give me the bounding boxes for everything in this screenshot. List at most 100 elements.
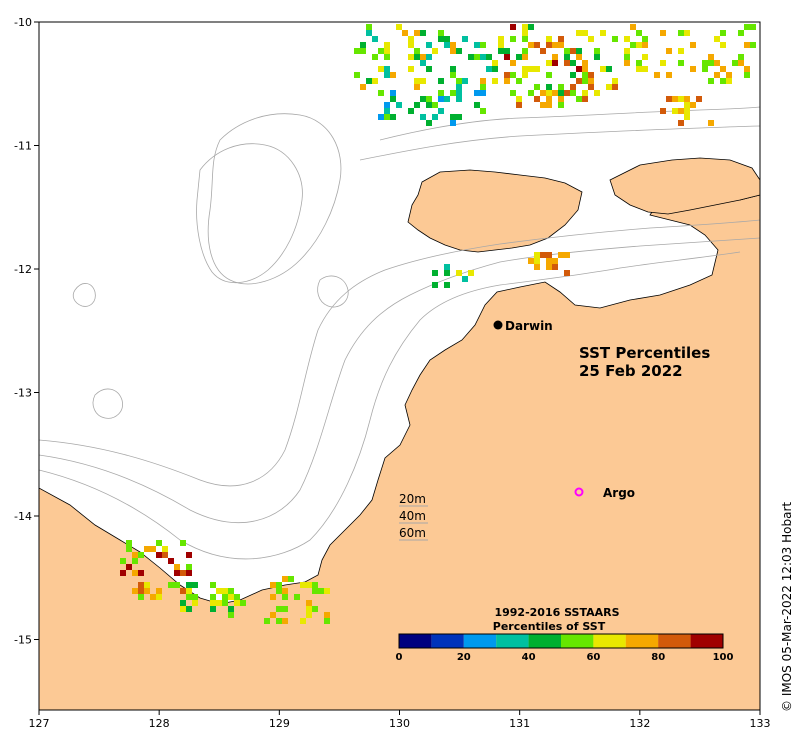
sst-pixel — [552, 264, 558, 270]
sst-pixel — [438, 96, 444, 102]
sst-pixel — [324, 618, 330, 624]
sst-pixel — [276, 606, 282, 612]
sst-pixel — [558, 252, 564, 258]
sst-pixel — [282, 588, 288, 594]
sst-pixel — [438, 78, 444, 84]
sst-pixel — [636, 30, 642, 36]
sst-pixel — [660, 30, 666, 36]
sst-pixel — [462, 78, 468, 84]
sst-pixel — [564, 252, 570, 258]
sst-pixel — [624, 36, 630, 42]
sst-pixel — [432, 282, 438, 288]
colorbar-swatch — [658, 634, 691, 648]
sst-pixel — [528, 42, 534, 48]
sst-pixel — [234, 600, 240, 606]
sst-pixel — [564, 60, 570, 66]
sst-pixel — [276, 588, 282, 594]
sst-pixel — [270, 612, 276, 618]
sst-pixel — [438, 108, 444, 114]
sst-pixel — [132, 552, 138, 558]
sst-pixel — [120, 558, 126, 564]
colorbar-swatch — [528, 634, 561, 648]
sst-pixel — [432, 114, 438, 120]
sst-pixel — [546, 96, 552, 102]
sst-pixel — [534, 252, 540, 258]
colorbar-swatch — [561, 634, 594, 648]
sst-pixel — [678, 96, 684, 102]
sst-pixel — [126, 546, 132, 552]
sst-pixel — [126, 564, 132, 570]
sst-pixel — [642, 54, 648, 60]
sst-pixel — [426, 66, 432, 72]
sst-pixel — [570, 90, 576, 96]
sst-pixel — [372, 54, 378, 60]
lon-tick-label-128: 128 — [149, 717, 170, 730]
sst-pixel — [636, 66, 642, 72]
sst-pixel — [588, 84, 594, 90]
sst-pixel — [660, 60, 666, 66]
contour-reef-west — [207, 113, 342, 285]
sst-pixel — [714, 60, 720, 66]
sst-pixel — [612, 84, 618, 90]
sst-pixel — [408, 108, 414, 114]
sst-pixel — [594, 48, 600, 54]
sst-pixel — [576, 48, 582, 54]
sst-pixel — [366, 24, 372, 30]
sst-pixel — [216, 588, 222, 594]
sst-pixel — [504, 54, 510, 60]
sst-pixel — [492, 60, 498, 66]
colorbar-swatch — [690, 634, 723, 648]
sst-pixel — [120, 570, 126, 576]
sst-pixel — [654, 72, 660, 78]
colorbar-title-line2: Percentiles of SST — [493, 620, 606, 633]
sst-pixel — [360, 42, 366, 48]
sst-pixel — [270, 594, 276, 600]
sst-pixel — [546, 102, 552, 108]
sst-pixel — [492, 78, 498, 84]
sst-pixel — [300, 618, 306, 624]
sst-pixel — [708, 78, 714, 84]
sst-pixel — [672, 96, 678, 102]
sst-pixel — [528, 24, 534, 30]
sst-pixel — [738, 60, 744, 66]
sst-pixel — [570, 48, 576, 54]
sst-pixel — [552, 54, 558, 60]
sst-pixel — [624, 60, 630, 66]
sst-pixel — [708, 60, 714, 66]
sst-pixel — [666, 72, 672, 78]
sst-pixel — [558, 102, 564, 108]
lat-tick-label--13: -13 — [14, 387, 32, 400]
darwin-label: Darwin — [505, 319, 553, 333]
sst-pixel — [384, 66, 390, 72]
sst-pixel — [444, 42, 450, 48]
sst-pixel — [582, 66, 588, 72]
sst-pixel — [504, 78, 510, 84]
sst-pixel — [126, 540, 132, 546]
lon-tick-label-132: 132 — [629, 717, 650, 730]
sst-pixel — [366, 78, 372, 84]
lon-tick-label-131: 131 — [509, 717, 530, 730]
sst-pixel — [384, 42, 390, 48]
sst-pixel — [522, 72, 528, 78]
sst-pixel — [720, 66, 726, 72]
sst-pixel — [642, 66, 648, 72]
sst-pixel — [576, 78, 582, 84]
sst-pixel — [558, 96, 564, 102]
sst-pixel — [522, 54, 528, 60]
sst-pixel — [480, 54, 486, 60]
sst-pixel — [612, 36, 618, 42]
sst-pixel — [678, 30, 684, 36]
sst-pixel — [714, 36, 720, 42]
sst-pixel — [564, 90, 570, 96]
contour-shelf-north — [379, 106, 761, 141]
sst-pixels — [120, 24, 756, 624]
sst-pixel — [582, 96, 588, 102]
sst-pixel — [546, 252, 552, 258]
sst-pixel — [438, 36, 444, 42]
sst-pixel — [414, 54, 420, 60]
sst-pixel — [150, 594, 156, 600]
sst-pixel — [186, 588, 192, 594]
sst-pixel — [504, 72, 510, 78]
sst-pixel — [222, 594, 228, 600]
sst-pixel — [600, 66, 606, 72]
